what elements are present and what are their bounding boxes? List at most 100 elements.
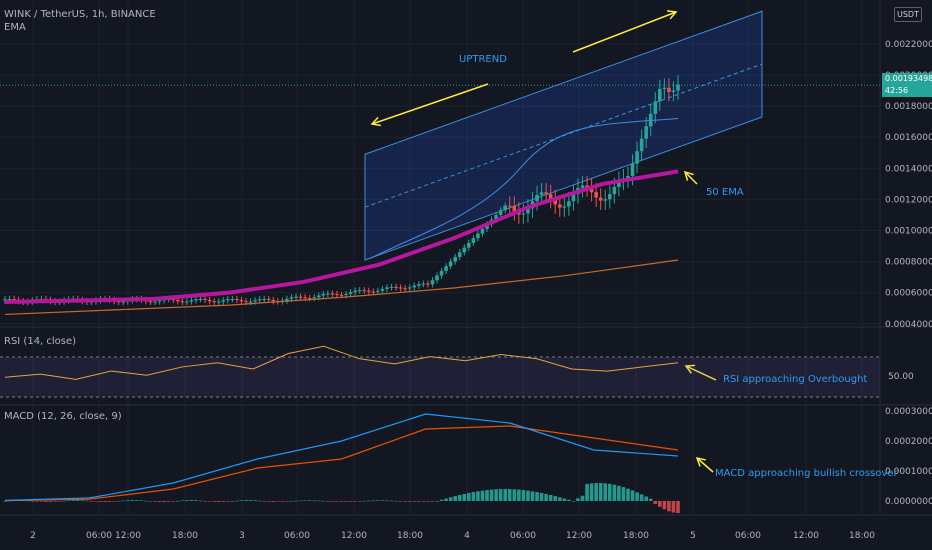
macd-histogram-bar <box>667 501 671 512</box>
macd-histogram-bar <box>576 498 580 501</box>
macd-histogram-bar <box>39 501 44 502</box>
macd-histogram-bar <box>603 483 608 501</box>
candle <box>12 298 16 300</box>
candle <box>298 296 303 298</box>
bar-countdown: 42:56 <box>885 86 909 95</box>
candle <box>667 87 671 92</box>
macd-histogram-bar <box>276 501 280 502</box>
candle <box>585 185 589 188</box>
macd-histogram-bar <box>125 500 130 501</box>
macd-histogram-bar <box>435 501 439 502</box>
macd-histogram-bar <box>326 501 330 502</box>
candle <box>335 293 339 295</box>
candle <box>653 101 658 114</box>
rsi-band <box>0 357 880 397</box>
candle <box>153 301 157 303</box>
macd-histogram-bar <box>230 501 235 502</box>
candle <box>426 283 430 285</box>
candle <box>544 192 548 195</box>
candle <box>312 297 317 299</box>
candle <box>658 88 662 102</box>
macd-histogram-bar <box>394 500 398 502</box>
trend-arrow-up-right <box>572 11 677 53</box>
macd-histogram-bar <box>144 500 148 502</box>
macd-histogram-bar <box>535 492 539 501</box>
candle <box>239 299 244 302</box>
rsi-note: RSI approaching Overbought <box>723 374 868 385</box>
candle <box>171 298 176 300</box>
macd-histogram-bar <box>571 501 576 502</box>
macd-histogram-bar <box>371 500 376 502</box>
candle <box>175 299 180 302</box>
candle <box>662 87 667 89</box>
macd-histogram-bar <box>153 501 157 502</box>
macd-histogram-bar <box>635 492 639 501</box>
trend-arrow-up-right-head <box>666 10 678 20</box>
macd-histogram-bar <box>562 498 567 501</box>
candle <box>198 298 203 300</box>
x-tick-label: 06:00 <box>510 531 536 541</box>
macd-histogram-bar <box>289 500 294 502</box>
macd-histogram-bar <box>344 501 348 502</box>
uptrend-label: UPTREND <box>459 54 507 65</box>
macd-histogram-bar <box>589 483 594 501</box>
x-tick-label: 18:00 <box>397 531 423 541</box>
macd-histogram-bar <box>607 483 612 501</box>
macd-title[interactable]: MACD (12, 26, close, 9) <box>4 411 122 422</box>
candle <box>676 84 680 91</box>
macd-histogram-bar <box>544 493 548 501</box>
candle <box>507 205 512 207</box>
ema-legend[interactable]: EMA <box>4 22 26 33</box>
macd-histogram-bar <box>548 495 553 501</box>
candle <box>189 300 194 302</box>
macd-histogram-bar <box>185 500 189 501</box>
candle <box>457 252 462 257</box>
macd-histogram-bar <box>639 494 644 501</box>
currency-badge[interactable]: USDT <box>894 7 922 22</box>
macd-histogram-bar <box>521 490 526 501</box>
macd-histogram-bar <box>307 500 312 502</box>
candle <box>444 266 448 271</box>
macd-histogram-bar <box>294 500 298 502</box>
macd-histogram-bar <box>348 501 353 502</box>
macd-histogram-bar <box>671 501 676 513</box>
ema-slow-line <box>4 259 679 316</box>
macd-histogram-bar <box>489 489 494 501</box>
macd-histogram-bar <box>203 501 207 502</box>
macd-histogram-bar <box>135 500 139 501</box>
candle <box>230 298 235 300</box>
macd-histogram-bar <box>398 501 403 502</box>
macd-note: MACD approaching bullish crossover <box>715 468 898 479</box>
macd-histogram-bar <box>162 501 166 502</box>
macd-histogram-bar <box>316 500 321 502</box>
candle <box>412 285 417 288</box>
candle <box>253 300 257 302</box>
macd-histogram-bar <box>266 501 271 502</box>
candle <box>180 301 185 303</box>
macd-histogram-bar <box>207 501 212 502</box>
candle <box>571 194 576 202</box>
candle <box>612 186 617 195</box>
rsi-pointer-arrow <box>685 365 717 381</box>
candle <box>503 205 508 211</box>
candle <box>539 192 544 196</box>
macd-histogram-bar <box>621 487 626 501</box>
macd-histogram-bar <box>517 489 521 501</box>
candle <box>248 301 253 303</box>
candle <box>476 233 480 239</box>
candle <box>235 298 239 300</box>
macd-histogram-bar <box>580 495 585 501</box>
current-price-tag: 0.00193498 42:56 <box>882 73 932 97</box>
macd-histogram-bar <box>3 501 7 502</box>
candle <box>498 210 503 215</box>
candle <box>553 199 558 205</box>
candle <box>3 299 7 301</box>
candle <box>403 288 407 290</box>
rsi-title[interactable]: RSI (14, close) <box>4 336 77 347</box>
macd-histogram-bar <box>626 488 630 501</box>
ema50-line <box>4 169 679 305</box>
